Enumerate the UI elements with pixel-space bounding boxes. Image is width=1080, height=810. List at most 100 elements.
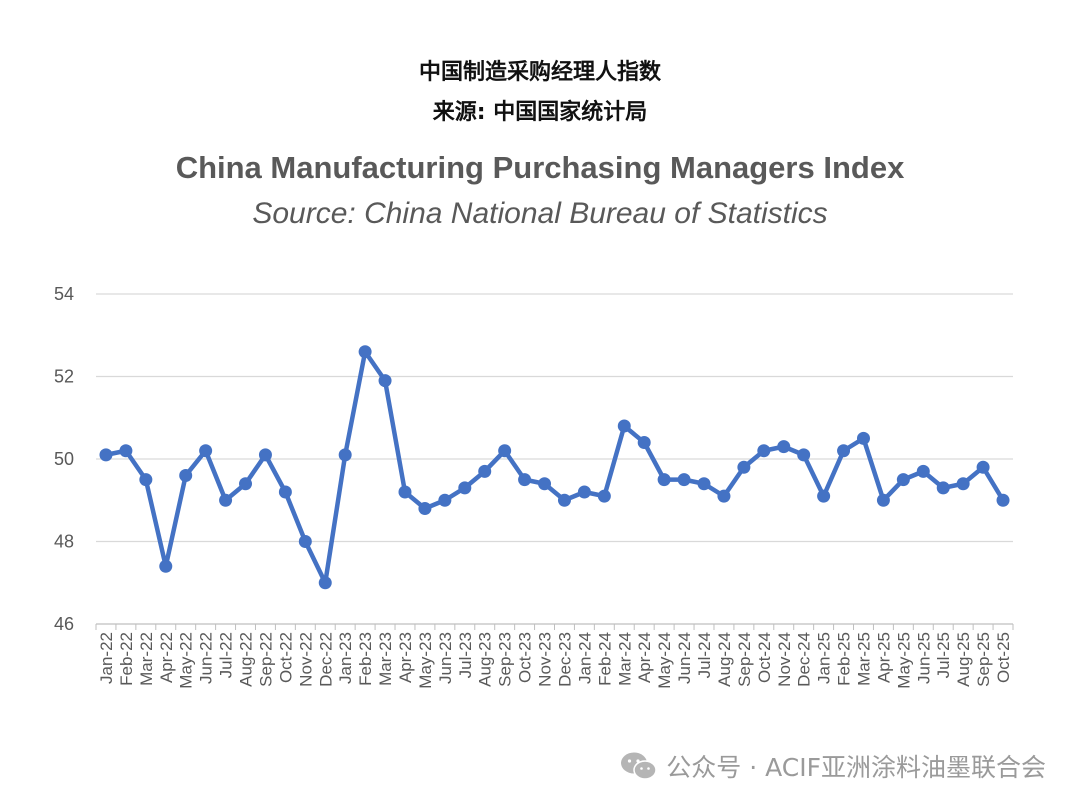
x-tick-label: Oct-23 [516, 632, 535, 683]
x-tick-label: Aug-25 [954, 632, 973, 687]
x-tick-label: Dec-22 [316, 632, 335, 687]
x-tick-label: Feb-25 [835, 632, 854, 686]
data-point [597, 489, 611, 503]
x-tick-label: Mar-24 [615, 632, 634, 686]
data-point [179, 469, 193, 482]
x-tick-label: Apr-24 [635, 632, 654, 683]
gridlines [96, 293, 1013, 625]
x-tick-label: Jul-24 [695, 632, 714, 678]
y-tick-label: 54 [54, 284, 74, 304]
data-point [717, 489, 731, 503]
x-tick-label: Feb-23 [356, 632, 375, 686]
data-point [518, 473, 532, 487]
x-tick-label: Mar-23 [376, 632, 395, 686]
data-point [478, 464, 492, 478]
chinese-title: 中国制造采购经理人指数 [418, 60, 661, 85]
x-axis: Jan-22 Feb-22 Mar-22 Apr-22 May-22 Jun-22 Jul-… [95, 624, 1014, 689]
x-tick-label: Feb-22 [117, 632, 136, 686]
x-tick-label: Oct-24 [755, 632, 774, 683]
x-tick-label: Aug-22 [237, 632, 256, 687]
x-tick-label: Mar-22 [137, 632, 156, 686]
x-tick-label: Nov-23 [536, 632, 555, 687]
data-point [916, 464, 930, 478]
data-point [378, 374, 392, 388]
x-tick-label: Jan-22 [97, 632, 116, 684]
x-tick-label: Jun-23 [436, 632, 455, 684]
x-tick-label: Jan-25 [815, 632, 834, 684]
x-tick-label: Apr-25 [874, 632, 893, 683]
series-line [103, 349, 1006, 585]
x-tick-label: Jan-23 [336, 632, 355, 684]
data-point [996, 493, 1010, 507]
data-point [398, 485, 412, 499]
x-tick-label: Jan-24 [575, 632, 594, 684]
x-tick-label: Apr-22 [157, 632, 176, 683]
x-tick-label: Aug-24 [715, 632, 734, 687]
data-point [896, 473, 910, 487]
data-point [219, 493, 233, 507]
wechat-icon [621, 752, 658, 780]
series-pmi [99, 345, 1010, 590]
x-tick-label: Jul-22 [217, 632, 236, 678]
x-tick-label: Jun-22 [197, 632, 216, 684]
x-tick-label: Feb-24 [595, 632, 614, 686]
data-point [936, 481, 950, 495]
data-point [119, 444, 133, 458]
data-point [557, 493, 571, 507]
data-point [817, 489, 831, 503]
data-point [438, 493, 452, 507]
data-point [856, 431, 870, 445]
watermark: 公众号 · ACIF亚洲涂料油墨联合会 [620, 748, 1046, 784]
data-point [139, 473, 153, 487]
x-tick-label: Dec-23 [555, 632, 574, 687]
data-point [777, 440, 791, 454]
data-point [538, 477, 552, 491]
x-tick-label: Jul-23 [456, 632, 475, 678]
data-point [199, 444, 213, 458]
data-point [298, 535, 312, 548]
data-point [258, 448, 272, 462]
data-point [338, 448, 352, 462]
x-tick-label: Nov-22 [296, 632, 315, 687]
data-point [358, 345, 372, 359]
x-tick-label: Jul-25 [934, 632, 953, 678]
data-point [637, 436, 651, 449]
x-tick-label: May-23 [416, 632, 435, 689]
x-tick-label: Sep-24 [735, 632, 754, 687]
data-point [757, 444, 771, 458]
x-tick-label: Sep-22 [256, 632, 275, 687]
y-tick-label: 52 [54, 367, 74, 387]
data-point [657, 473, 671, 487]
data-point [737, 460, 751, 474]
data-point [278, 485, 292, 499]
x-tick-label: Sep-23 [496, 632, 515, 687]
x-tick-label: Dec-24 [795, 632, 814, 687]
x-tick-label: Mar-25 [854, 632, 873, 686]
y-tick-label: 48 [54, 532, 74, 552]
chart-title: China Manufacturing Purchasing Managers … [175, 150, 905, 185]
x-tick-label: Apr-23 [396, 632, 415, 683]
x-tick-label: Nov-24 [775, 632, 794, 687]
data-point [318, 576, 332, 590]
y-axis-ticks: 46 48 50 52 54 [54, 284, 74, 634]
chart-subtitle: Source: China National Bureau of Statist… [252, 197, 828, 230]
data-point [159, 559, 173, 573]
data-point [797, 448, 811, 462]
data-point [617, 419, 631, 433]
x-tick-label: Oct-22 [276, 632, 295, 683]
data-point [697, 477, 711, 491]
y-tick-label: 46 [54, 614, 74, 634]
x-tick-label: May-25 [894, 632, 913, 689]
data-point [837, 444, 851, 458]
x-tick-label: Oct-25 [994, 632, 1013, 683]
data-point [99, 448, 113, 462]
x-tick-label: May-24 [655, 632, 674, 689]
chinese-source: 来源: 中国国家统计局 [432, 100, 648, 125]
data-point [876, 493, 890, 507]
x-tick-label: May-22 [177, 632, 196, 689]
data-point [577, 485, 591, 499]
x-tick-label: Jun-24 [675, 632, 694, 684]
x-tick-label: Aug-23 [476, 632, 495, 687]
x-tick-label: Jun-25 [914, 632, 933, 684]
